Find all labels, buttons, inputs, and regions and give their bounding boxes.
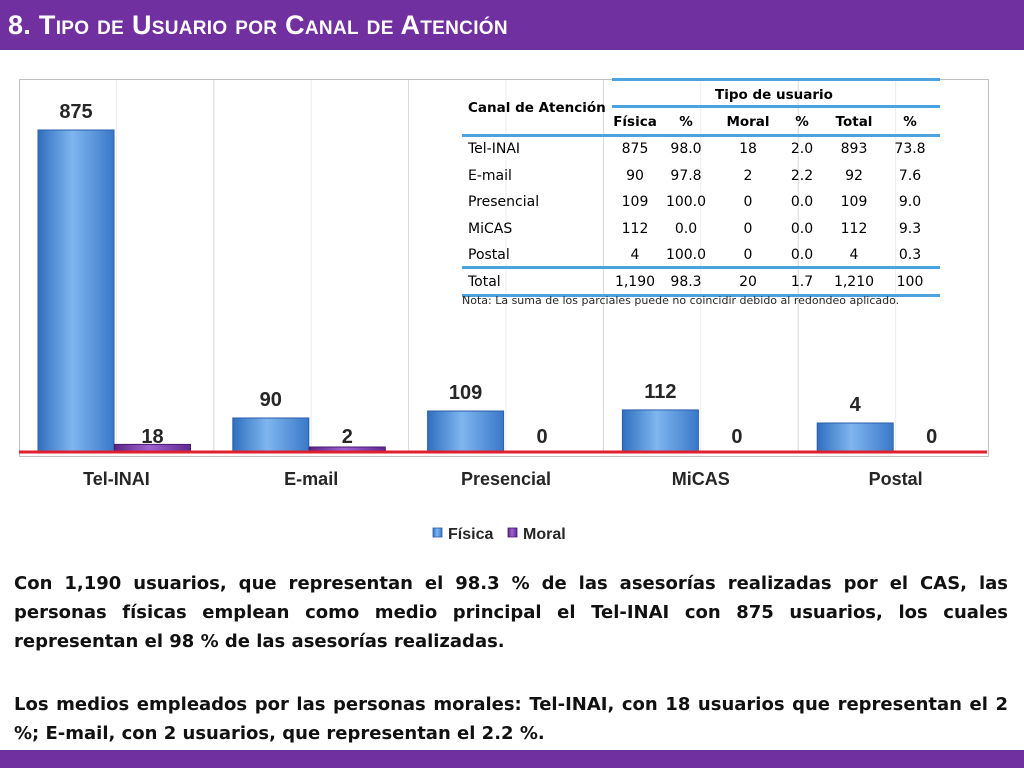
table-row-header: Canal de Atención [468, 100, 606, 116]
legend-swatch-física [432, 527, 443, 538]
table-rule-header [462, 134, 940, 137]
table-cell: 0 [743, 220, 753, 237]
legend-label: Física [448, 526, 493, 543]
paragraph-fisica: Con 1,190 usuarios, que representan el 9… [14, 573, 1008, 652]
table-cell: 875 [621, 141, 649, 157]
table-cell: 97.8 [670, 167, 702, 184]
bar-data-label: 4 [850, 394, 862, 416]
table-cell: 92 [845, 167, 863, 184]
table-total-cell: 1,190 [614, 274, 656, 290]
table-cell: 9.3 [898, 220, 922, 237]
title-banner: 8. Tipo de Usuario por Canal de Atención [0, 0, 1024, 50]
bar-data-label: 18 [141, 426, 163, 448]
table-rule-total [462, 266, 940, 269]
table-total-cell: 20 [739, 274, 757, 290]
table-row-label: Postal [468, 247, 510, 263]
table-cell: 98.0 [670, 141, 702, 157]
paragraph-moral: Los medios empleados por las personas mo… [14, 694, 1008, 744]
table-cell: 0.0 [790, 220, 814, 237]
data-table: Tipo de usuario Canal de Atención Física… [462, 78, 940, 297]
table-total-label: Total [468, 274, 501, 290]
table-cell: 2 [743, 167, 753, 184]
category-label: Tel-INAI [83, 469, 150, 489]
bar-física [816, 422, 894, 452]
table-cell: 893 [840, 141, 868, 157]
table-column-header: Moral [726, 114, 770, 130]
bar-data-label: 2 [342, 426, 353, 448]
table-cell: 2.2 [790, 167, 814, 184]
table-cell: 0.0 [674, 220, 698, 237]
table-row-label: MiCAS [468, 220, 513, 237]
table-total-cell: 1.7 [790, 274, 814, 290]
table-column-header: Física [613, 114, 657, 130]
slide-title: 8. Tipo de Usuario por Canal de Atención [8, 10, 508, 40]
table-rule-bottom [462, 294, 940, 297]
bar-data-label: 875 [59, 101, 92, 123]
table-cell: 0 [743, 194, 753, 210]
table-cell: 112 [621, 220, 649, 237]
table-cell: 112 [840, 220, 868, 237]
table-row-label: E-mail [468, 167, 512, 184]
bar-física [37, 129, 115, 452]
table-cell: 0.0 [790, 247, 814, 263]
bar-física [232, 417, 310, 452]
table-cell: 109 [621, 194, 649, 210]
bar-física [427, 410, 505, 452]
table-rule-top [612, 78, 940, 81]
table-cell: 7.6 [898, 167, 922, 184]
bar-chart: 875 18 Tel-INAI 90 2 E-mail 109 0 Presencial 112 0… [19, 80, 987, 543]
table-cell: 0.3 [898, 247, 922, 263]
table-column-header: % [903, 114, 917, 130]
table-column-header: Total [835, 114, 873, 130]
legend-label: Moral [523, 526, 566, 543]
bar-data-label: 0 [731, 426, 742, 448]
table-cell: 4 [630, 247, 640, 263]
table-cell: 100.0 [665, 247, 707, 263]
table-total-cell: 100 [896, 274, 924, 290]
table-cell: 18 [739, 141, 757, 157]
footer-bar [0, 750, 1024, 768]
category-label: MiCAS [672, 469, 730, 489]
category-label: Presencial [461, 469, 551, 489]
bar-data-label: 0 [926, 426, 937, 448]
table-cell: 9.0 [898, 194, 922, 210]
legend-swatch-moral [507, 527, 518, 538]
table-total-cell: 98.3 [670, 274, 702, 290]
table-cell: 4 [849, 247, 859, 263]
table-column-header: % [795, 114, 809, 130]
table-cell: 73.8 [894, 141, 926, 157]
table-row-label: Tel-INAI [468, 141, 521, 157]
bar-data-label: 90 [260, 389, 282, 411]
table-total-cell: 1,210 [833, 274, 875, 290]
table-column-header: % [679, 114, 693, 130]
category-label: E-mail [284, 469, 338, 489]
table-cell: 100.0 [665, 194, 707, 210]
table-rule-group [612, 105, 940, 108]
bar-data-label: 0 [537, 426, 548, 448]
table-cell: 0 [743, 247, 753, 263]
table-group-header: Tipo de usuario [715, 87, 833, 103]
bar-data-label: 112 [644, 381, 676, 403]
table-cell: 90 [626, 167, 644, 184]
table-row-label: Presencial [468, 194, 540, 210]
table-note: Nota: La suma de los parciales puede no … [462, 294, 900, 307]
table-cell: 0.0 [790, 194, 814, 210]
table-cell: 109 [840, 194, 868, 210]
category-label: Postal [869, 469, 923, 489]
bar-física [621, 409, 699, 452]
bar-data-label: 109 [449, 382, 482, 404]
table-cell: 2.0 [790, 141, 814, 157]
